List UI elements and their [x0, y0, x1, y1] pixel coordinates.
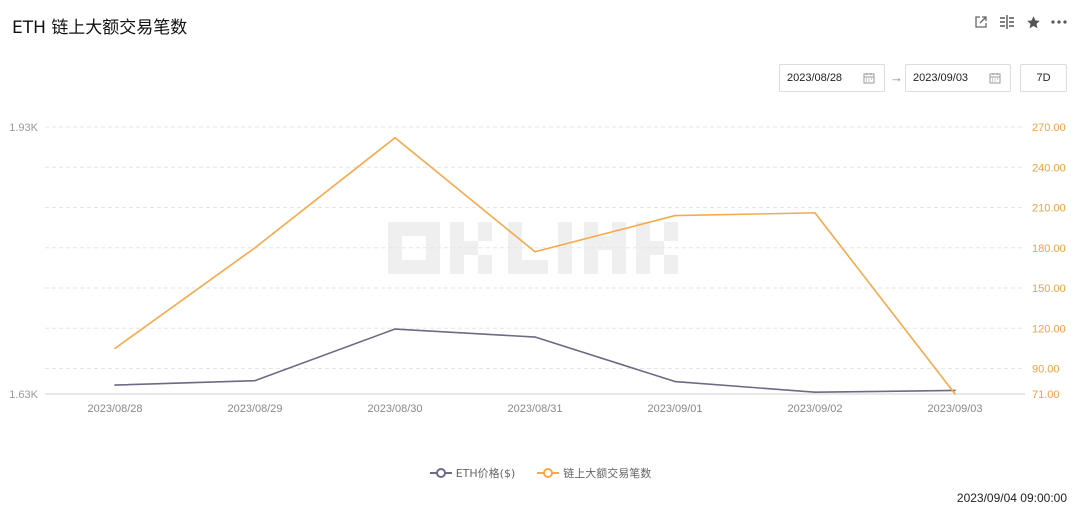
x-axis-tick-label: 2023/08/28: [87, 403, 142, 415]
x-axis-tick-label: 2023/08/31: [507, 403, 562, 415]
calendar-icon: [863, 73, 875, 84]
right-axis-tick-label: 240.00: [1032, 162, 1066, 174]
right-axis-tick-label: 270.00: [1032, 122, 1066, 134]
start-date-value: 2023/08/28: [787, 72, 843, 84]
more-icon[interactable]: [1051, 14, 1067, 30]
x-axis-tick-label: 2023/09/01: [647, 403, 702, 415]
update-timestamp: 2023/09/04 09:00:00: [956, 491, 1067, 505]
left-axis-tick-label: 1.63K: [9, 389, 38, 401]
share-icon[interactable]: [973, 14, 989, 30]
large-tx-count-line: [114, 136, 956, 395]
eth-price-point: [254, 379, 256, 382]
legend-item-price[interactable]: ETH价格($): [429, 465, 516, 481]
header-toolbar: [973, 14, 1067, 30]
eth-price-point: [114, 384, 116, 386]
eth-price-line: [114, 328, 956, 394]
right-axis-tick-label: 180.00: [1032, 243, 1066, 255]
right-axis-tick-label: 150.00: [1032, 283, 1066, 295]
legend-label-count: 链上大额交易笔数: [563, 467, 652, 480]
range-7d-button[interactable]: 7D: [1020, 64, 1067, 92]
large-tx-count-point: [114, 347, 116, 350]
page-title: ETH 链上大额交易笔数: [12, 18, 188, 38]
right-axis-tick-label: 90.00: [1032, 364, 1060, 376]
end-date-value: 2023/09/03: [913, 72, 969, 84]
x-axis-tick-label: 2023/09/03: [927, 403, 982, 415]
star-icon[interactable]: [1025, 14, 1041, 30]
x-axis-tick-label: 2023/08/29: [227, 403, 282, 415]
eth-price-point: [954, 389, 956, 392]
end-date-field[interactable]: 2023/09/03: [905, 64, 1011, 92]
right-axis-tick-label: 71.00: [1032, 389, 1060, 401]
legend-swatch-price: [429, 468, 452, 478]
arrow-right-icon: →: [890, 70, 903, 85]
eth-price-point: [534, 336, 536, 338]
start-date-field[interactable]: 2023/08/28: [779, 64, 885, 92]
large-tx-count-point: [954, 393, 956, 395]
legend-item-count[interactable]: 链上大额交易笔数: [537, 465, 651, 481]
large-tx-count-point: [814, 212, 816, 214]
eth-price-point: [674, 380, 676, 383]
large-tx-count-point: [674, 214, 676, 217]
compare-icon[interactable]: [999, 14, 1015, 30]
legend-label-price: ETH价格($): [455, 467, 516, 480]
right-axis-tick-label: 210.00: [1032, 203, 1066, 215]
left-axis-tick-label: 1.93K: [9, 122, 38, 134]
dual-axis-line-chart: 270.00 240.00 210.00 180.00 150.00 120.00 90.0…: [9, 122, 1066, 415]
calendar-icon: [989, 73, 1001, 84]
large-tx-count-point: [534, 250, 536, 253]
legend-swatch-count: [537, 468, 560, 478]
x-axis-tick-label: 2023/08/30: [367, 403, 422, 415]
large-tx-count-point: [254, 246, 256, 249]
right-axis-tick-label: 120.00: [1032, 323, 1066, 335]
eth-price-point: [394, 328, 396, 330]
chart-legend: ETH价格($) 链上大额交易笔数: [0, 465, 1081, 481]
large-tx-count-point: [394, 136, 396, 139]
x-axis-tick-label: 2023/09/02: [787, 403, 842, 415]
eth-price-point: [814, 391, 816, 394]
